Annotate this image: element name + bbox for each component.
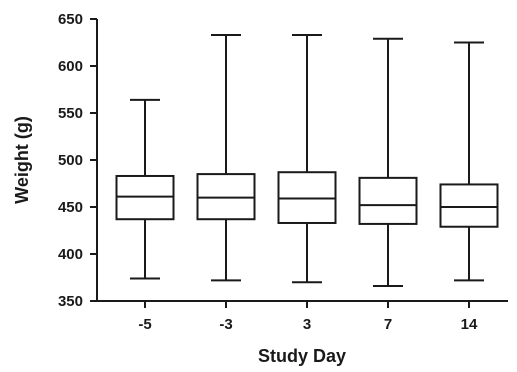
x-axis-title: Study Day (258, 346, 346, 366)
x-tick-label: -5 (138, 316, 151, 333)
y-tick-label: 550 (58, 105, 83, 122)
x-tick-label: 7 (384, 316, 392, 333)
x-tick-label: 14 (461, 316, 478, 333)
box-14 (439, 41, 499, 282)
x-tick-label: -3 (219, 316, 232, 333)
box-3 (277, 33, 337, 284)
y-axis-title: Weight (g) (12, 116, 32, 204)
x-axis: -5 -3 3 7 14 (97, 300, 508, 333)
y-tick-label: 500 (58, 152, 83, 169)
box--5 (115, 98, 175, 280)
iqr-box (439, 183, 499, 228)
box-series (115, 33, 499, 287)
y-axis: 350 400 450 500 550 600 650 (58, 11, 98, 310)
y-tick-label: 450 (58, 199, 83, 216)
iqr-box (358, 176, 418, 225)
y-tick-label: 600 (58, 58, 83, 75)
y-tick-label: 350 (58, 293, 83, 310)
x-tick-label: 3 (303, 316, 311, 333)
box-7 (358, 37, 418, 287)
y-tick-label: 400 (58, 246, 83, 263)
y-tick-label: 650 (58, 11, 83, 28)
box--3 (196, 33, 256, 282)
